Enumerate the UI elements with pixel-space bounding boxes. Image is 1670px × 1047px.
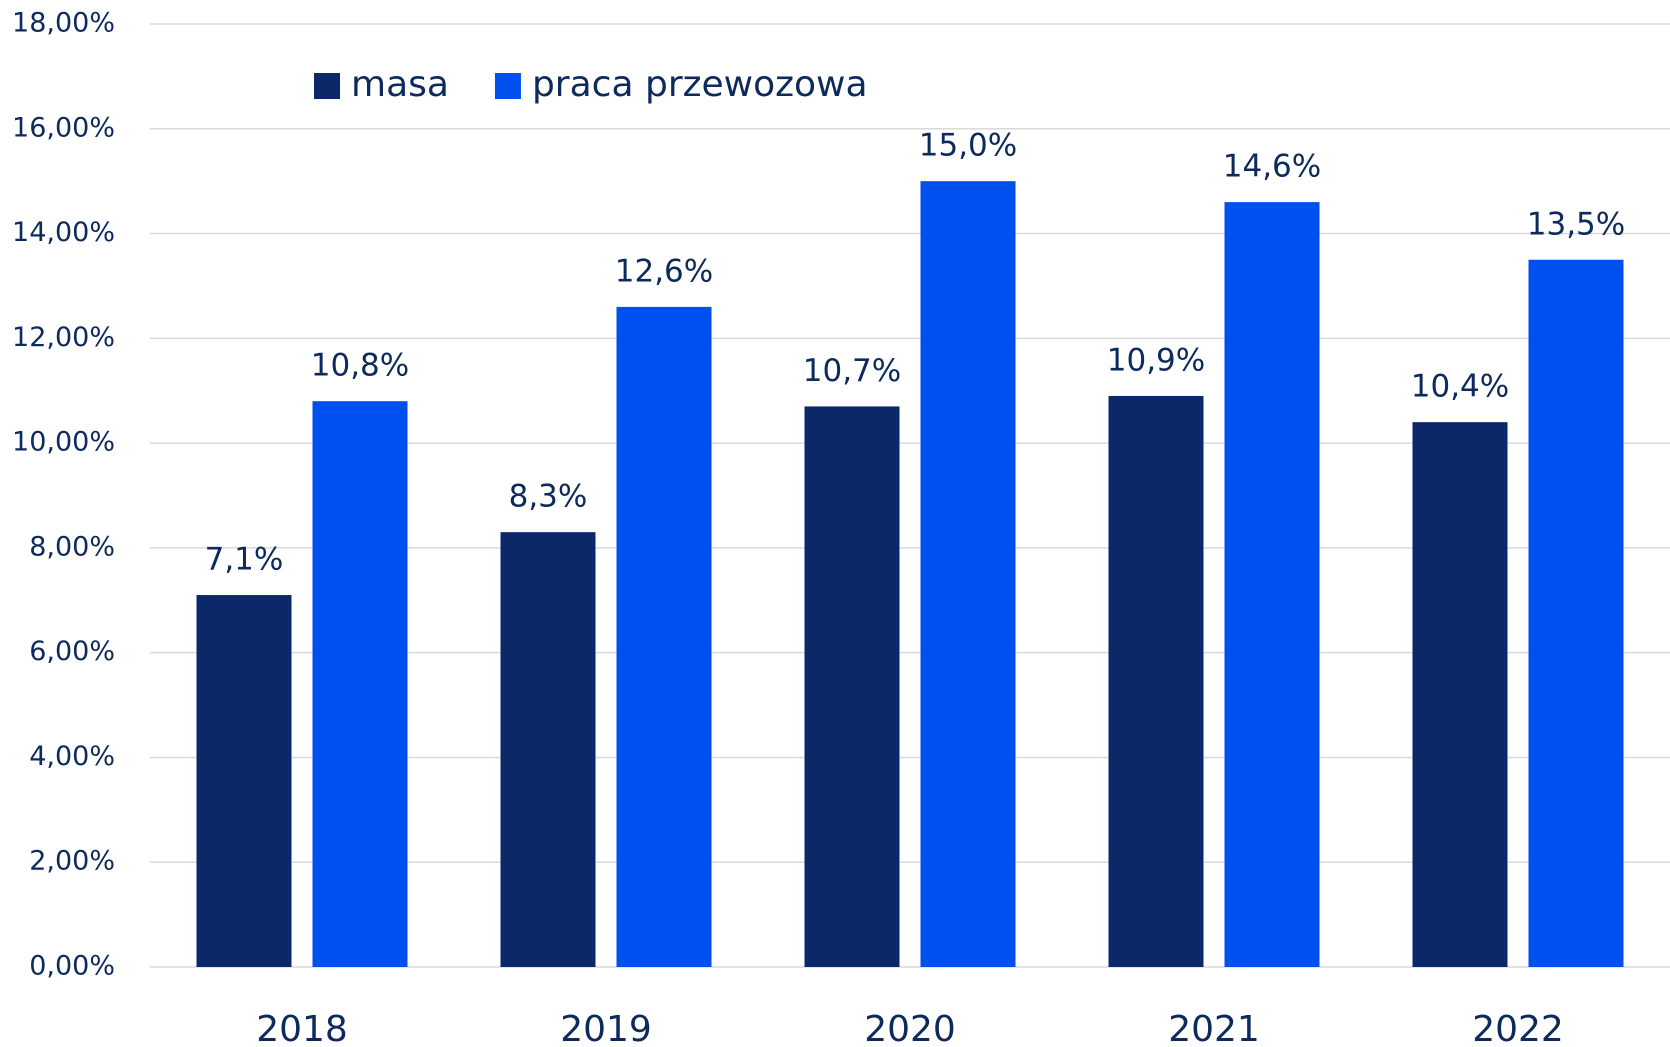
bar	[312, 401, 408, 967]
y-tick-label: 10,00%	[12, 427, 115, 458]
data-label: 10,9%	[1107, 342, 1205, 378]
legend-label: praca przewozowa	[532, 64, 868, 105]
y-tick-label: 16,00%	[12, 112, 115, 143]
x-tick-label: 2018	[256, 1009, 348, 1047]
data-label: 10,7%	[803, 353, 901, 389]
data-label: 8,3%	[509, 479, 588, 515]
bar	[1224, 202, 1320, 968]
bar	[1108, 395, 1204, 967]
bar	[920, 181, 1016, 967]
y-tick-label: 4,00%	[29, 741, 115, 772]
bar	[1412, 422, 1508, 968]
data-label: 7,1%	[205, 542, 284, 578]
y-tick-label: 2,00%	[29, 846, 115, 877]
bar	[196, 595, 292, 967]
x-tick-label: 2019	[560, 1009, 652, 1047]
x-tick-label: 2021	[1168, 1009, 1260, 1047]
data-label: 10,8%	[311, 348, 409, 384]
y-tick-label: 0,00%	[29, 951, 115, 982]
bar	[500, 532, 596, 967]
bar	[616, 306, 712, 967]
legend-label: masa	[351, 64, 449, 105]
y-tick-label: 6,00%	[29, 636, 115, 667]
legend-swatch	[314, 73, 340, 99]
bar	[1528, 259, 1624, 967]
bar	[804, 406, 900, 967]
data-label: 15,0%	[919, 128, 1017, 164]
y-tick-label: 12,00%	[12, 322, 115, 353]
y-tick-label: 18,00%	[12, 8, 115, 39]
x-tick-label: 2022	[1472, 1009, 1564, 1047]
data-label: 14,6%	[1223, 149, 1321, 185]
data-label: 13,5%	[1527, 206, 1625, 242]
data-label: 10,4%	[1411, 369, 1509, 405]
y-tick-label: 8,00%	[29, 531, 115, 562]
legend-swatch	[494, 73, 521, 99]
data-label: 12,6%	[615, 253, 713, 289]
x-tick-label: 2020	[864, 1009, 956, 1047]
y-tick-label: 14,00%	[12, 217, 115, 248]
